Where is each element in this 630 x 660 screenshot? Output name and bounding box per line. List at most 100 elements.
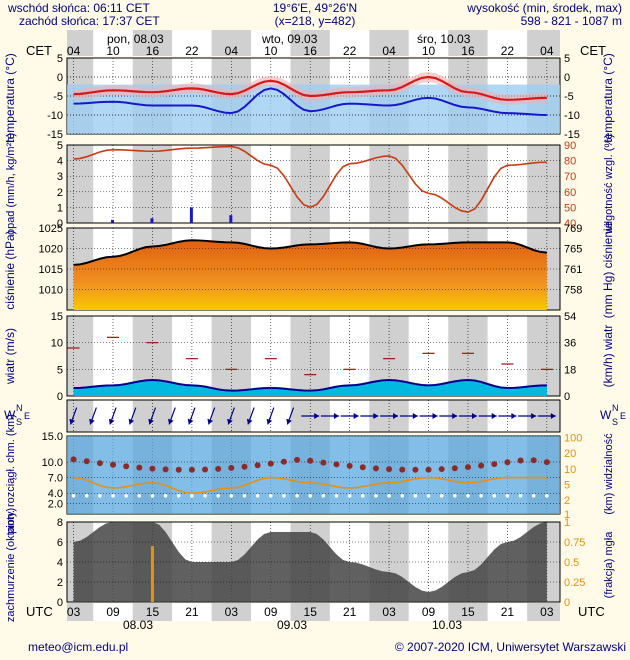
time-band	[172, 30, 212, 56]
wind-area	[73, 380, 547, 396]
cloud-top-dot	[136, 464, 143, 471]
time-band	[290, 603, 330, 621]
pressure-area	[73, 240, 547, 310]
visibility-tick: 5	[564, 479, 570, 491]
footer-email[interactable]: meteo@icm.edu.pl	[28, 640, 128, 654]
utc-hour-label: 15	[146, 605, 160, 619]
cloud-top-dot	[254, 462, 261, 469]
fog-tick: 0	[564, 597, 570, 609]
cloud-top-dot	[543, 459, 550, 466]
cloud-base-dot	[347, 494, 352, 498]
panel-wind-direction	[66, 399, 561, 433]
time-band	[251, 603, 291, 621]
time-band	[67, 30, 94, 56]
cloud-base-dot	[308, 494, 313, 498]
wind-direction-arrow	[498, 413, 517, 419]
time-band	[251, 30, 291, 56]
tick-label: 0	[57, 72, 63, 84]
cloud-top-dot	[346, 462, 353, 469]
cloud-top-dot	[83, 458, 90, 465]
time-band	[527, 30, 560, 56]
tick-label: 1	[57, 202, 63, 214]
svg-text:N: N	[612, 403, 619, 413]
cloud-base-dot	[545, 494, 549, 498]
wind-ylabel: wiatr (m/s)	[3, 328, 17, 385]
cet-hour-label: 22	[501, 44, 515, 58]
cloud-base-dot	[268, 494, 273, 498]
utc-label-right: UTC	[578, 604, 605, 619]
utc-hour-label: 21	[343, 605, 357, 619]
time-band	[132, 603, 173, 621]
tick-label: 2	[57, 577, 63, 589]
cloud-base-dot	[190, 494, 194, 498]
cloud-tick: 7.0	[48, 473, 63, 485]
tick-label: 1020	[39, 244, 63, 256]
cloud-top-dot	[123, 463, 130, 470]
cloud-cover-ylabel: zachmurzenie (oktanty)	[5, 508, 17, 622]
cet-hour-label: 10	[264, 44, 278, 58]
tick-label: 5	[57, 140, 63, 152]
visibility-line	[73, 476, 547, 495]
utc-hour-label: 03	[382, 605, 396, 619]
mmhg-tick: 761	[564, 264, 582, 276]
cloud-top-dot	[504, 459, 511, 466]
temp-spread-band	[73, 72, 547, 105]
cloud-base-dot	[531, 494, 536, 498]
tick-label: 15	[51, 311, 63, 323]
svg-text:N: N	[16, 403, 23, 413]
cloud-base-dot	[84, 494, 89, 498]
cloud-base-dot	[150, 494, 155, 498]
cloud-base-dot	[137, 494, 142, 498]
cloud-top-dot	[491, 461, 498, 468]
side-labels: temperatura (°C) temperatura (°C) opad (…	[3, 53, 615, 622]
bottom-day-label-3: 10.03	[432, 618, 462, 632]
cloud-base-dot	[466, 494, 470, 498]
cloud-base-dot	[163, 494, 168, 498]
time-band	[67, 400, 94, 432]
cloud-band	[67, 436, 560, 514]
fog-tick: 1	[564, 517, 570, 529]
utc-hour-label: 21	[185, 605, 199, 619]
tick-label: 10	[51, 338, 63, 350]
mmhg-tick: 758	[564, 285, 582, 297]
wind-direction-arrow	[360, 413, 379, 419]
utc-hour-label: 15	[304, 605, 318, 619]
wind-direction-arrow	[537, 413, 556, 419]
cloud-tick: 10.0	[42, 457, 63, 469]
cloud-base-dot	[387, 494, 391, 498]
wind-direction-compass-right: W NSE	[600, 403, 626, 427]
cloud-height-ylabel: pion. rozciągł. chm. (km)	[5, 414, 17, 534]
bottom-hour-labels: 03 09 15 21 03 09 15 21 03 09 15 21 03	[67, 605, 554, 619]
tick-label: 8	[57, 517, 63, 529]
cloud-top-dot	[333, 461, 340, 468]
tick-label: 4	[57, 557, 63, 569]
tick-label: 5	[57, 364, 63, 376]
wind-direction-arrow	[518, 413, 537, 419]
wind-direction-arrow	[399, 413, 418, 419]
svg-text:W: W	[600, 408, 612, 422]
cloud-top-dot	[530, 457, 537, 464]
cloud-top-dot	[188, 466, 195, 473]
elevation-label: wysokość (min, środek, max)	[466, 1, 622, 15]
cloud-top-dot	[162, 466, 169, 473]
cloud-base-dot	[98, 494, 102, 498]
visibility-ylabel: (km) widzialność	[603, 433, 615, 515]
time-band	[329, 30, 370, 56]
kmh-tick: 36	[564, 338, 576, 350]
cet-label-right: CET	[580, 43, 606, 58]
precip-ylabel: opad (mm/h, kg/m²h)	[5, 133, 17, 235]
cloud-base-dot	[413, 494, 418, 498]
humidity-tick: 90	[564, 140, 576, 152]
cloud-top-dot	[202, 466, 209, 473]
bottom-time-axis: UTC UTC 03 09 15 21 03 09 15 21 03 09 15 21 03 08.03…	[26, 603, 605, 632]
time-band	[448, 603, 488, 621]
cloud-top-dot	[149, 465, 156, 472]
utc-hour-label: 03	[67, 605, 81, 619]
cloud-base-dot	[242, 494, 247, 498]
time-band	[67, 316, 94, 396]
temp-ylabel: temperatura (°C)	[3, 53, 17, 143]
sunrise-text: wschód słońca: 06:11 CET	[7, 1, 151, 15]
utc-hour-label: 15	[461, 605, 475, 619]
visibility-tick: 1	[564, 509, 570, 521]
